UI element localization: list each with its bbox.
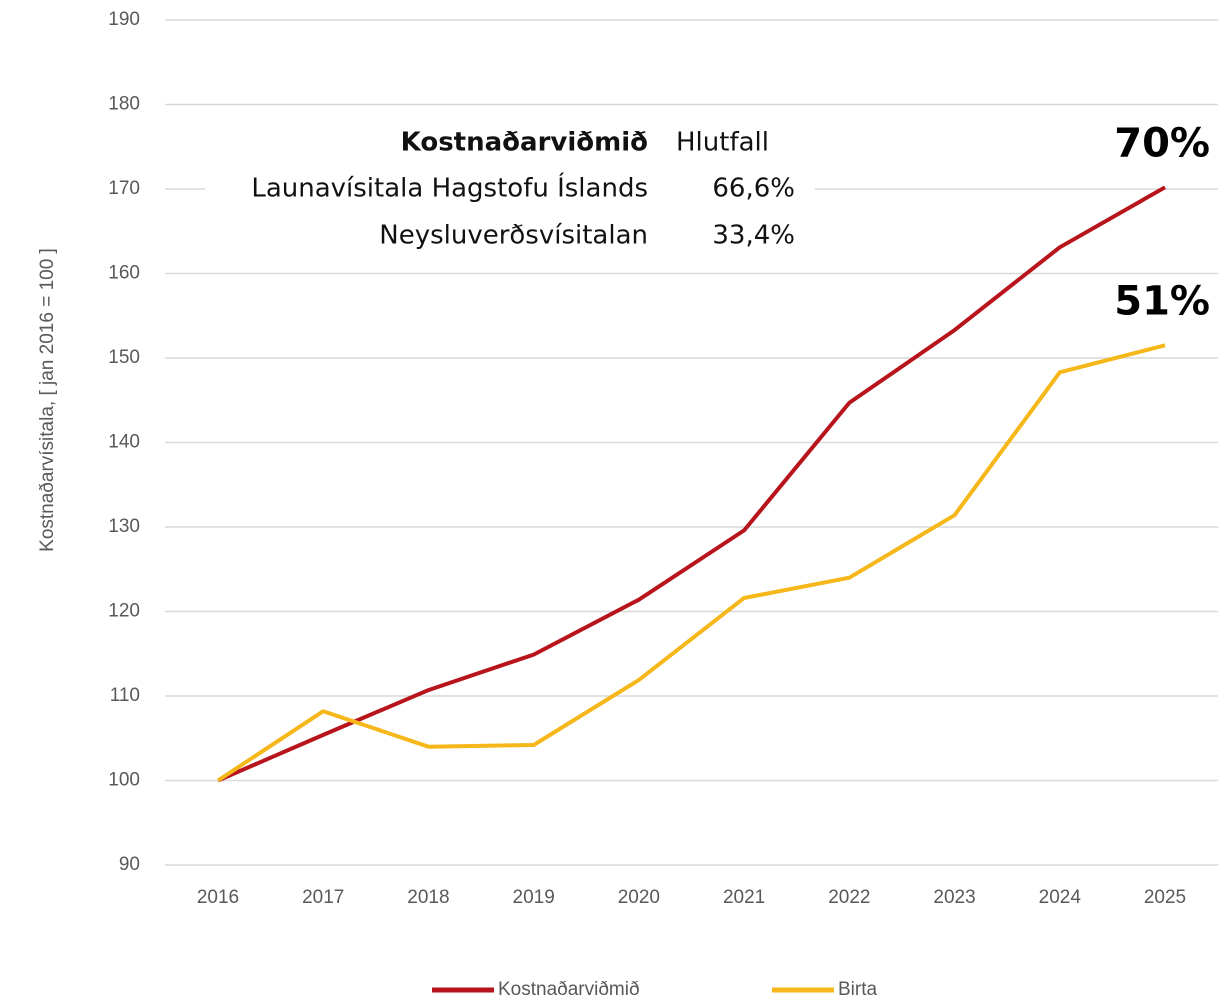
x-tick-label: 2018: [407, 887, 449, 908]
x-tick-label: 2019: [513, 887, 555, 908]
x-tick-label: 2022: [828, 887, 870, 908]
x-tick-label: 2021: [723, 887, 765, 908]
series-line: [217, 185, 1166, 783]
legend-label: Kostnaðarviðmið: [498, 979, 640, 1000]
end-label: 70%: [1114, 120, 1210, 166]
x-tick-label: 2020: [618, 887, 660, 908]
y-tick-label: 190: [108, 9, 140, 30]
y-tick-label: 170: [108, 178, 140, 199]
table-cell: 33,4%: [712, 221, 795, 251]
table-cell: Launavísitala Hagstofu Íslands: [251, 172, 648, 204]
y-axis-label: Kostnaðarvísitala, [ jan 2016 = 100 ]: [37, 248, 58, 552]
table-background: [205, 112, 815, 262]
x-tick-label: 2025: [1144, 887, 1186, 908]
y-tick-label: 180: [108, 94, 140, 115]
legend-label: Birta: [838, 979, 878, 1000]
x-tick-label: 2024: [1039, 887, 1082, 908]
y-tick-label: 100: [108, 770, 140, 791]
y-tick-label: 140: [108, 432, 140, 453]
y-tick-label: 150: [108, 347, 140, 368]
y-tick-label: 160: [108, 263, 140, 284]
end-label: 51%: [1114, 278, 1210, 324]
y-tick-label: 120: [108, 601, 140, 622]
table-header: Hlutfall: [676, 128, 769, 158]
table-cell: 66,6%: [712, 174, 795, 204]
x-tick-label: 2016: [197, 887, 239, 908]
y-tick-label: 90: [119, 854, 140, 875]
x-tick-label: 2023: [933, 887, 975, 908]
y-tick-label: 110: [110, 685, 140, 706]
y-tick-label: 130: [108, 516, 140, 537]
table-cell: Neysluverðsvísitalan: [379, 221, 648, 251]
x-tick-label: 2017: [302, 887, 344, 908]
table-header: Kostnaðarviðmið: [401, 128, 648, 158]
series-line: [216, 343, 1166, 783]
